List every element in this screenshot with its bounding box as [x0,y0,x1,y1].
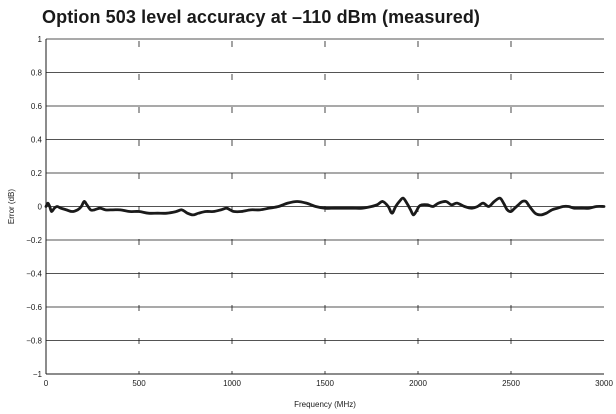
y-tick-label: 0.6 [31,102,43,111]
x-axis-label: Frequency (MHz) [294,400,356,409]
x-tick-labels: 0 500 1000 1500 2000 2500 3000 [44,379,614,388]
y-tick-label: −0.8 [26,337,42,346]
y-tick-label: −0.2 [26,236,42,245]
x-tick-label: 1000 [223,379,241,388]
y-tick-label: −1 [33,370,43,379]
y-tick-label: 0.4 [31,136,43,145]
chart-title: Option 503 level accuracy at –110 dBm (m… [42,7,481,27]
y-tick-label: −0.6 [26,303,42,312]
y-tick-label: 1 [38,35,43,44]
y-tick-label: −0.4 [26,270,42,279]
y-tick-labels: 1 0.8 0.6 0.4 0.2 0 −0.2 −0.4 −0.6 −0.8 −1 [26,35,42,379]
x-tick-label: 3000 [595,379,613,388]
series-line [44,196,606,217]
series-layer [44,196,606,217]
x-tick-label: 2500 [502,379,520,388]
horizontal-gridlines [46,72,604,341]
y-tick-label: 0.2 [31,169,43,178]
y-tick-label: 0 [38,203,43,212]
y-axis-label: Error (dB) [7,189,16,224]
y-tick-label: 0.8 [31,69,43,78]
x-tick-label: 2000 [409,379,427,388]
x-tick-label: 1500 [316,379,334,388]
x-tick-label: 500 [132,379,146,388]
x-tick-label: 0 [44,379,49,388]
